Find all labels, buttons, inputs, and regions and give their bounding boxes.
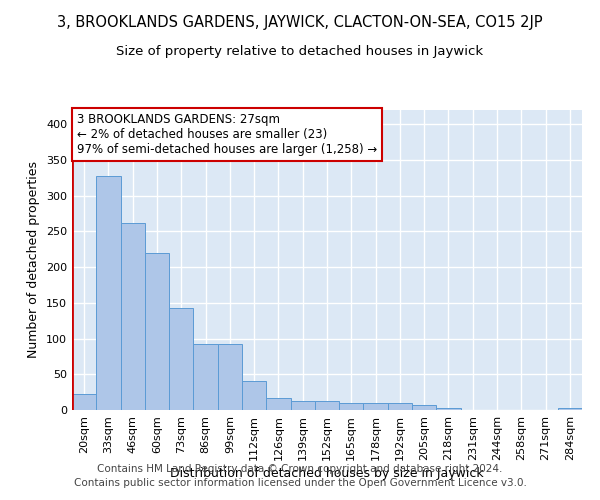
Bar: [412, 405, 436, 410]
Bar: [96, 176, 121, 410]
Text: 3 BROOKLANDS GARDENS: 27sqm
← 2% of detached houses are smaller (23)
97% of semi: 3 BROOKLANDS GARDENS: 27sqm ← 2% of deta…: [77, 113, 377, 156]
Bar: [388, 403, 412, 410]
Bar: [242, 382, 266, 410]
Text: Size of property relative to detached houses in Jaywick: Size of property relative to detached ho…: [116, 45, 484, 58]
Text: Contains HM Land Registry data © Crown copyright and database right 2024.
Contai: Contains HM Land Registry data © Crown c…: [74, 464, 526, 487]
X-axis label: Distribution of detached houses by size in Jaywick: Distribution of detached houses by size …: [170, 467, 484, 480]
Bar: [145, 253, 169, 410]
Bar: [364, 403, 388, 410]
Bar: [266, 398, 290, 410]
Bar: [218, 344, 242, 410]
Bar: [121, 223, 145, 410]
Bar: [436, 408, 461, 410]
Bar: [315, 400, 339, 410]
Bar: [290, 400, 315, 410]
Y-axis label: Number of detached properties: Number of detached properties: [28, 162, 40, 358]
Bar: [72, 394, 96, 410]
Text: 3, BROOKLANDS GARDENS, JAYWICK, CLACTON-ON-SEA, CO15 2JP: 3, BROOKLANDS GARDENS, JAYWICK, CLACTON-…: [57, 15, 543, 30]
Bar: [193, 344, 218, 410]
Bar: [558, 408, 582, 410]
Bar: [339, 403, 364, 410]
Bar: [169, 308, 193, 410]
